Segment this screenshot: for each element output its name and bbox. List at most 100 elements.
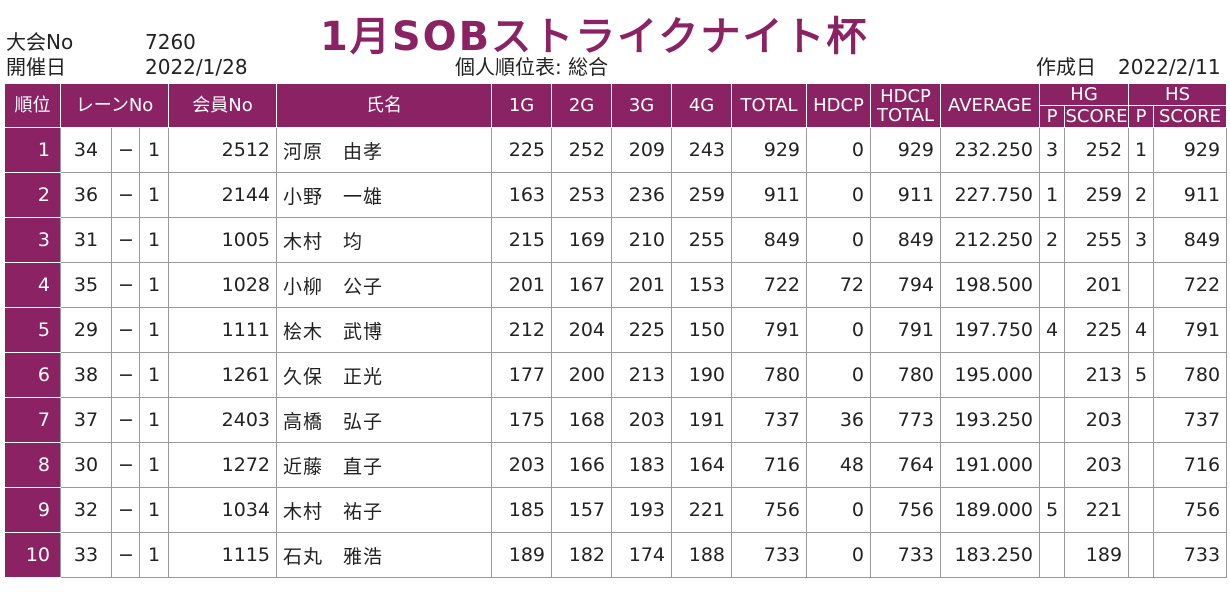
cell-hs-score: 791: [1153, 307, 1228, 353]
table-body: 1 34−1 2512 河原 由孝 225 252 209 243 929 0 929 232.250…: [4, 127, 1228, 578]
cell-hdcp-total: 911: [870, 172, 942, 218]
table-row: 7 37−1 2403 高橋 弘子 175 168 203 191 737 36 773 193.25…: [4, 397, 1228, 443]
col-game-1: 1G: [491, 83, 553, 128]
cell-hdcp-total: 791: [870, 307, 942, 353]
cell-hs-place: [1128, 532, 1155, 578]
cell-game-1: 163: [491, 172, 553, 218]
cell-hg-place: [1039, 397, 1066, 443]
col-hs-score: SCORE: [1153, 105, 1228, 128]
cell-hdcp-total: 764: [870, 442, 942, 488]
col-average: AVERAGE: [940, 83, 1041, 128]
cell-lane: 36: [60, 172, 112, 218]
cell-game-1: 201: [491, 262, 553, 308]
cell-hs-place: 2: [1128, 172, 1155, 218]
cell-name: 小柳 公子: [276, 262, 493, 308]
cell-game-2: 200: [551, 352, 613, 398]
cell-hs-place: 5: [1128, 352, 1155, 398]
cell-hg-place: [1039, 262, 1066, 308]
cell-game-1: 212: [491, 307, 553, 353]
report-name: 個人順位表: 総合: [455, 55, 609, 79]
cell-hg-place: 5: [1039, 487, 1066, 533]
cell-total: 756: [731, 487, 808, 533]
cell-lane-sub: 1: [139, 127, 170, 173]
cell-hg-place: 1: [1039, 172, 1066, 218]
cell-rank: 2: [4, 172, 61, 218]
table-row: 10 33−1 1115 石丸 雅浩 189 182 174 188 733 0 733 183.25…: [4, 532, 1228, 578]
cell-rank: 10: [4, 532, 61, 578]
cell-total: 929: [731, 127, 808, 173]
created-label: 作成日: [1036, 55, 1096, 79]
page-title: 1月SOBストライクナイト杯: [320, 14, 869, 60]
created-date: 2022/2/11: [1118, 55, 1221, 79]
cell-name: 高橋 弘子: [276, 397, 493, 443]
cell-total: 733: [731, 532, 808, 578]
cell-member-no: 1115: [168, 532, 278, 578]
cell-game-4: 150: [671, 307, 733, 353]
cell-name: 久保 正光: [276, 352, 493, 398]
event-no-label: 大会No: [6, 30, 74, 54]
col-hdcp: HDCP: [806, 83, 872, 128]
cell-lane: 34: [60, 127, 112, 173]
cell-hdcp: 0: [806, 127, 872, 173]
cell-game-1: 177: [491, 352, 553, 398]
cell-rank: 3: [4, 217, 61, 263]
cell-hg-place: [1039, 442, 1066, 488]
cell-name: 桧木 武博: [276, 307, 493, 353]
cell-hs-place: 1: [1128, 127, 1155, 173]
cell-lane-sub: 1: [139, 352, 170, 398]
cell-rank: 5: [4, 307, 61, 353]
cell-lane: 30: [60, 442, 112, 488]
col-game-3: 3G: [611, 83, 673, 128]
col-hdcp-total: HDCP TOTAL: [870, 83, 942, 128]
cell-game-4: 153: [671, 262, 733, 308]
cell-rank: 1: [4, 127, 61, 173]
cell-rank: 4: [4, 262, 61, 308]
cell-game-3: 193: [611, 487, 673, 533]
cell-hdcp-total: 773: [870, 397, 942, 443]
col-game-4: 4G: [671, 83, 733, 128]
cell-game-3: 210: [611, 217, 673, 263]
cell-lane-dash: −: [111, 217, 140, 263]
cell-game-2: 169: [551, 217, 613, 263]
col-hdcp-total-line2: TOTAL: [876, 104, 935, 126]
cell-average: 189.000: [940, 487, 1041, 533]
cell-game-3: 209: [611, 127, 673, 173]
cell-hdcp: 0: [806, 217, 872, 263]
cell-game-1: 203: [491, 442, 553, 488]
cell-hdcp: 0: [806, 172, 872, 218]
cell-member-no: 1028: [168, 262, 278, 308]
table-row: 6 38−1 1261 久保 正光 177 200 213 190 780 0 780 195.000…: [4, 352, 1228, 398]
cell-lane-dash: −: [111, 487, 140, 533]
cell-hg-score: 221: [1064, 487, 1130, 533]
cell-rank: 9: [4, 487, 61, 533]
cell-game-1: 215: [491, 217, 553, 263]
cell-hs-place: [1128, 397, 1155, 443]
event-date-value: 2022/1/28: [145, 55, 248, 79]
cell-member-no: 2144: [168, 172, 278, 218]
cell-hdcp-total: 780: [870, 352, 942, 398]
cell-lane: 31: [60, 217, 112, 263]
cell-total: 911: [731, 172, 808, 218]
cell-game-1: 185: [491, 487, 553, 533]
cell-member-no: 2512: [168, 127, 278, 173]
cell-lane-dash: −: [111, 262, 140, 308]
cell-game-4: 259: [671, 172, 733, 218]
cell-lane-sub: 1: [139, 397, 170, 443]
cell-game-2: 168: [551, 397, 613, 443]
cell-average: 195.000: [940, 352, 1041, 398]
cell-rank: 8: [4, 442, 61, 488]
col-lane: レーンNo: [59, 83, 170, 128]
cell-game-1: 225: [491, 127, 553, 173]
cell-hg-place: 4: [1039, 307, 1066, 353]
cell-hs-score: 756: [1153, 487, 1228, 533]
cell-hs-place: 3: [1128, 217, 1155, 263]
cell-game-3: 174: [611, 532, 673, 578]
cell-total: 716: [731, 442, 808, 488]
cell-lane-sub: 1: [139, 172, 170, 218]
cell-lane: 29: [60, 307, 112, 353]
cell-lane: 38: [60, 352, 112, 398]
table-row: 4 35−1 1028 小柳 公子 201 167 201 153 722 72 794 198.50…: [4, 262, 1228, 308]
cell-hs-score: 780: [1153, 352, 1228, 398]
cell-average: 198.500: [940, 262, 1041, 308]
cell-hg-score: 225: [1064, 307, 1130, 353]
